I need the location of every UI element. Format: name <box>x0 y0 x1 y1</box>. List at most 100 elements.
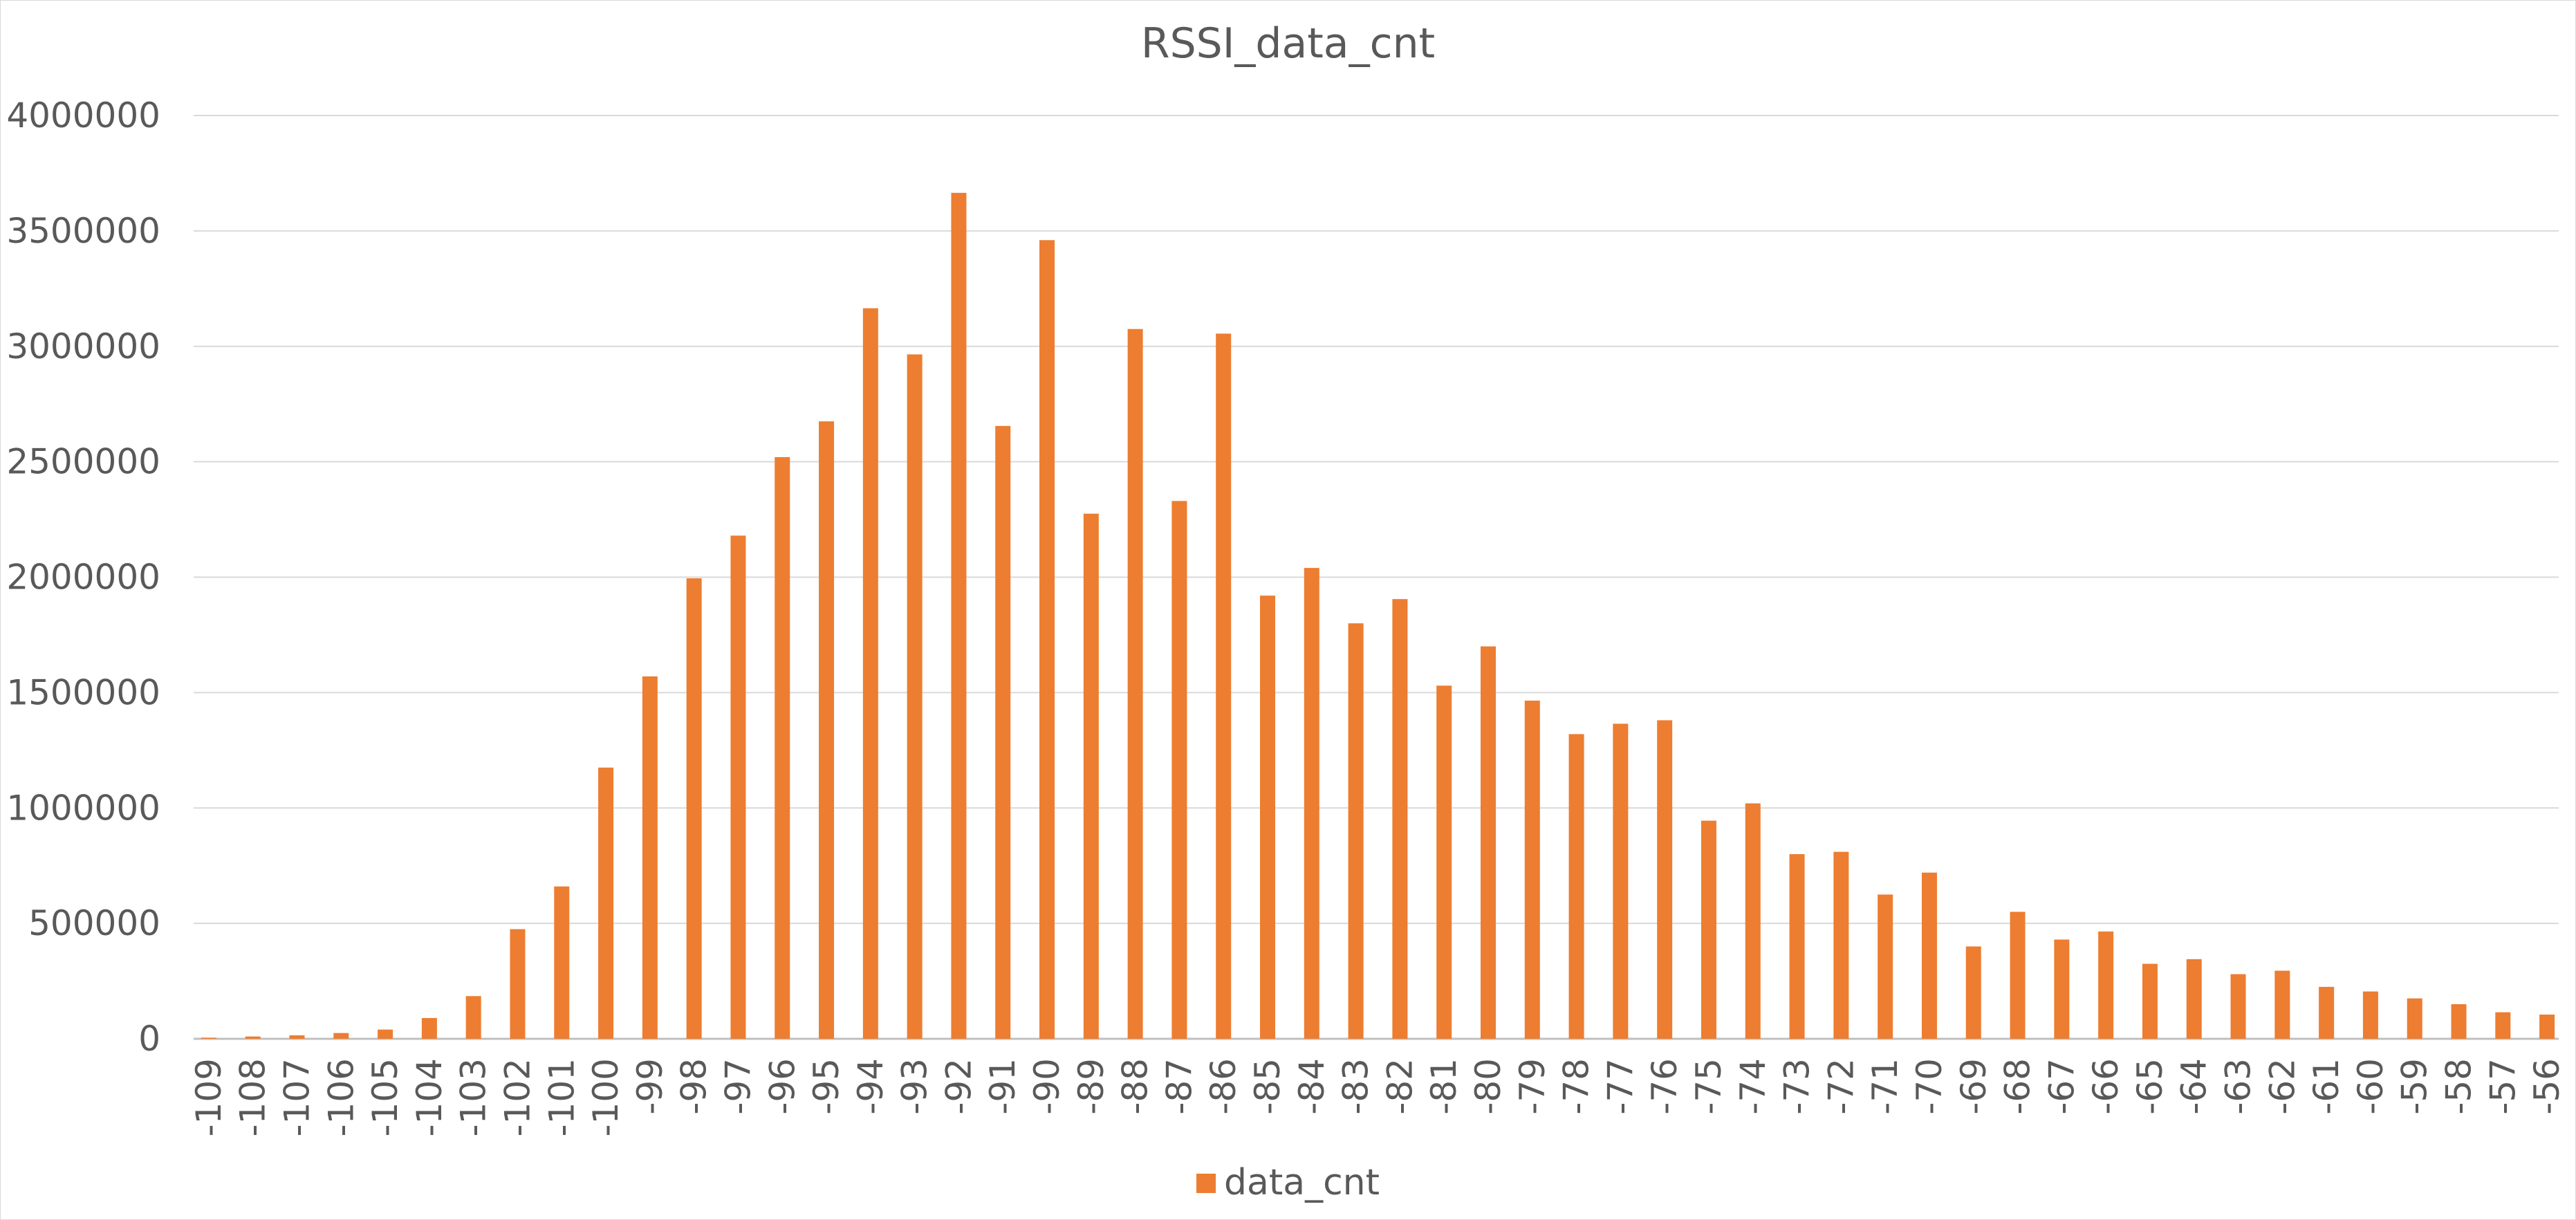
x-tick-label: -82 <box>1380 1058 1420 1115</box>
x-tick-label: -92 <box>938 1058 979 1115</box>
x-tick-label: -84 <box>1292 1058 1332 1115</box>
x-tick-label: -83 <box>1336 1058 1376 1115</box>
bar <box>686 578 702 1039</box>
x-tick-label: -80 <box>1468 1058 1508 1115</box>
bar <box>421 1017 437 1039</box>
bar <box>1701 820 1716 1039</box>
bar <box>2230 974 2246 1039</box>
x-tick-label: -105 <box>365 1058 405 1136</box>
x-tick-label: -68 <box>1998 1058 2038 1115</box>
x-tick-label: -104 <box>409 1058 450 1136</box>
bar <box>1833 851 1849 1039</box>
x-tick-label: -81 <box>1424 1058 1464 1115</box>
y-tick-label: 3500000 <box>6 211 160 251</box>
bar <box>1392 599 1408 1039</box>
x-tick-label: -87 <box>1159 1058 1199 1115</box>
bar <box>1260 595 1276 1039</box>
x-tick-label: -100 <box>586 1058 626 1136</box>
y-tick-label: 4000000 <box>6 95 160 136</box>
bar <box>1480 646 1496 1039</box>
y-tick-label: 1500000 <box>6 672 160 712</box>
x-tick-label: -79 <box>1512 1058 1553 1115</box>
bar <box>2362 991 2378 1039</box>
bar <box>554 886 570 1039</box>
bar <box>1524 701 1540 1039</box>
bar <box>1921 872 1937 1039</box>
bar <box>289 1035 305 1039</box>
bar <box>1657 720 1673 1039</box>
x-tick-label: -77 <box>1600 1058 1640 1115</box>
bar <box>1348 623 1364 1039</box>
bar <box>1216 333 1232 1039</box>
x-tick-label: -65 <box>2130 1058 2170 1115</box>
x-tick-label: -74 <box>1733 1058 1773 1115</box>
bar <box>819 421 835 1039</box>
x-tick-label: -98 <box>674 1058 714 1115</box>
x-tick-label: -109 <box>189 1058 229 1136</box>
bar <box>951 192 967 1039</box>
x-tick-label: -97 <box>718 1058 758 1115</box>
bar <box>510 929 526 1039</box>
x-tick-label: -63 <box>2218 1058 2259 1115</box>
x-tick-label: -85 <box>1248 1058 1288 1115</box>
legend-swatch <box>1196 1174 1216 1193</box>
bar <box>1436 685 1452 1039</box>
x-tick-label: -72 <box>1821 1058 1861 1115</box>
bar <box>2539 1014 2555 1039</box>
x-tick-label: -62 <box>2262 1058 2302 1115</box>
x-tick-label: -88 <box>1115 1058 1156 1115</box>
x-tick-label: -59 <box>2395 1058 2435 1115</box>
x-tick-label: -106 <box>321 1058 361 1136</box>
bar <box>2010 912 2026 1039</box>
bar <box>2054 939 2070 1039</box>
bar <box>2319 986 2335 1039</box>
x-tick-label: -95 <box>806 1058 846 1115</box>
bar <box>465 996 481 1039</box>
bar <box>1789 854 1805 1039</box>
y-tick-label: 3000000 <box>6 326 160 367</box>
x-tick-label: -103 <box>454 1058 494 1136</box>
bar <box>2098 931 2114 1039</box>
x-tick-label: -60 <box>2351 1058 2391 1115</box>
bar <box>1083 513 1099 1039</box>
x-tick-label: -71 <box>1865 1058 1905 1115</box>
bar <box>2495 1012 2511 1039</box>
bar <box>2274 970 2290 1039</box>
x-tick-label: -91 <box>983 1058 1023 1115</box>
y-tick-label: 1000000 <box>6 788 160 828</box>
bar <box>598 767 614 1039</box>
bar <box>333 1033 349 1039</box>
bar <box>642 676 658 1039</box>
x-tick-label: -108 <box>233 1058 273 1136</box>
x-tick-label: -78 <box>1557 1058 1597 1115</box>
legend: data_cnt <box>0 1162 2576 1203</box>
bar <box>1127 329 1143 1039</box>
bar <box>2407 998 2422 1039</box>
x-tick-label: -56 <box>2527 1058 2567 1115</box>
x-tick-label: -75 <box>1689 1058 1729 1115</box>
bar <box>730 535 746 1039</box>
bar <box>1039 240 1055 1039</box>
x-tick-label: -61 <box>2306 1058 2346 1115</box>
chart-title: RSSI_data_cnt <box>1140 19 1436 68</box>
x-tick-label: -66 <box>2086 1058 2126 1115</box>
bar <box>1304 568 1319 1039</box>
x-tick-label: -57 <box>2483 1058 2523 1115</box>
bar <box>245 1036 261 1039</box>
x-tick-label: -86 <box>1203 1058 1243 1115</box>
x-tick-label: -94 <box>851 1058 891 1115</box>
legend-label: data_cnt <box>1223 1162 1380 1203</box>
x-tick-label: -101 <box>541 1058 582 1136</box>
x-tick-label: -73 <box>1777 1058 1817 1115</box>
x-tick-label: -70 <box>1909 1058 1949 1115</box>
x-tick-label: -107 <box>277 1058 317 1136</box>
x-tick-label: -76 <box>1644 1058 1685 1115</box>
y-tick-label: 0 <box>138 1019 160 1059</box>
bar <box>862 308 878 1039</box>
bar <box>2142 963 2158 1039</box>
x-tick-label: -96 <box>762 1058 802 1115</box>
bar <box>1613 723 1629 1039</box>
bar <box>775 456 790 1039</box>
bar <box>2186 959 2202 1039</box>
bar <box>378 1029 393 1039</box>
